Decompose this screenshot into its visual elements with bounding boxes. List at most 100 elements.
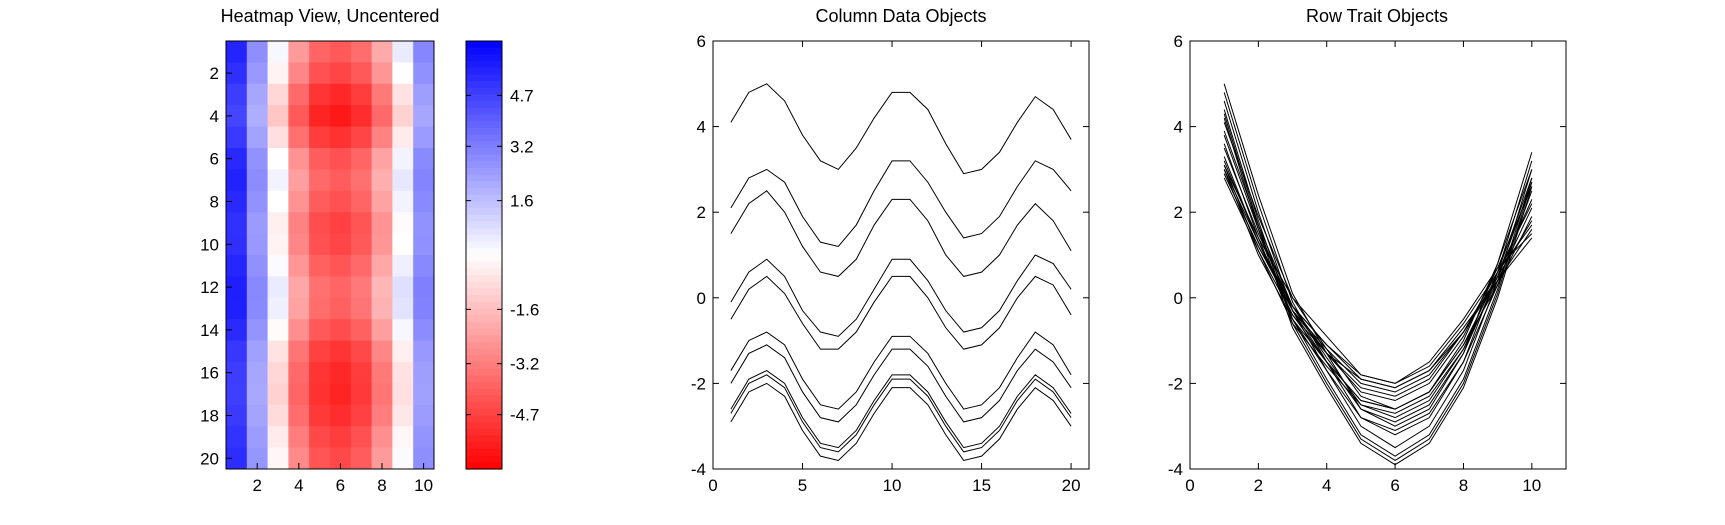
series-line	[1223, 164, 1533, 384]
colorbar-segment	[466, 388, 502, 397]
heatmap-cell	[413, 383, 435, 406]
heatmap-cell	[330, 255, 352, 277]
heatmap-cell	[330, 383, 352, 406]
heatmap-cell	[309, 404, 331, 427]
heatmap-cell	[246, 404, 269, 427]
heatmap-cells	[226, 41, 435, 470]
row-trait-ticks: 0 2 4 6 8 10 -4 -2 0 2 4 6	[1168, 32, 1566, 495]
heatmap-cell	[267, 83, 289, 106]
colorbar-frame	[465, 40, 503, 470]
heatmap-cell	[226, 297, 248, 320]
row-trait-title: Row Trait Objects	[1306, 6, 1448, 26]
heatmap-cell	[413, 105, 435, 128]
heatmap-cell	[267, 233, 289, 256]
heatmap-cell	[288, 383, 310, 406]
heatmap-colorbar: 4.7 3.2 1.6 -1.6 -3.2 -4.7	[465, 40, 539, 470]
x-tick-label: 6	[1390, 476, 1399, 495]
heatmap-cell	[267, 426, 289, 449]
colorbar-tick-label: -1.6	[510, 300, 539, 319]
heatmap-cell	[246, 41, 269, 63]
heatmap-cell	[371, 148, 393, 170]
heatmap-cell	[392, 190, 414, 213]
heatmap-cell	[371, 447, 393, 470]
heatmap-cell	[267, 276, 289, 299]
series-line	[730, 331, 1072, 410]
colorbar-segment	[466, 308, 502, 316]
heatmap-cell	[288, 426, 310, 449]
colorbar-segment	[466, 281, 502, 290]
heatmap-cell	[392, 105, 414, 128]
colorbar-segment	[466, 228, 502, 236]
colorbar-segment	[466, 81, 502, 89]
heatmap-cell	[350, 83, 373, 106]
heatmap-cell	[350, 447, 373, 470]
heatmap-cell	[330, 426, 352, 449]
heatmap-cell	[267, 41, 289, 63]
y-tick-label: 4	[697, 118, 706, 137]
y-tick-label: -2	[691, 374, 706, 393]
colorbar-segment	[466, 355, 502, 363]
heatmap-cell	[413, 41, 435, 63]
colorbar-segment	[466, 188, 502, 196]
x-tick-label: 8	[1459, 476, 1468, 495]
x-tick-label: 0	[708, 476, 717, 495]
heatmap-cell	[226, 83, 248, 106]
series-line	[730, 382, 1072, 462]
colorbar-segment	[466, 174, 502, 183]
heatmap-cell	[267, 169, 289, 192]
heatmap-cell	[288, 297, 310, 320]
y-tick-label: 4	[1174, 118, 1183, 137]
y-tick-label: 6	[1174, 32, 1183, 51]
heatmap-cell	[330, 169, 352, 192]
heatmap-cell	[309, 233, 331, 256]
colorbar-segment	[466, 221, 502, 229]
heatmap-cell	[288, 212, 310, 235]
heatmap-cell	[392, 83, 414, 106]
heatmap-cell	[246, 233, 269, 256]
heatmap-cell	[371, 83, 393, 106]
heatmap-cell	[350, 148, 373, 170]
heatmap-cell	[392, 340, 414, 363]
x-tick-label: 0	[1185, 476, 1194, 495]
heatmap-cell	[309, 41, 331, 63]
heatmap-cell	[350, 212, 373, 235]
heatmap-cell	[371, 41, 393, 63]
heatmap-cell	[371, 319, 393, 342]
heatmap-cell	[246, 362, 269, 384]
heatmap-cell	[413, 190, 435, 213]
colorbar-segment	[466, 435, 502, 443]
colorbar-segment	[466, 448, 502, 457]
series-line	[730, 369, 1072, 449]
heatmap-cell	[309, 340, 331, 363]
x-tick-label: 2	[1254, 476, 1263, 495]
heatmap-cell	[350, 426, 373, 449]
colorbar-segment	[466, 168, 502, 176]
heatmap-cell	[371, 255, 393, 277]
heatmap-cell	[309, 383, 331, 406]
heatmap-cell	[371, 169, 393, 192]
y-tick-label: 14	[200, 321, 219, 340]
heatmap-cell	[267, 383, 289, 406]
colorbar-segment	[466, 148, 502, 156]
heatmap-cell	[330, 340, 352, 363]
colorbar-segment	[466, 181, 502, 189]
colorbar-segment	[466, 288, 502, 296]
heatmap-cell	[371, 426, 393, 449]
colorbar-segment	[466, 134, 502, 142]
x-tick-label: 5	[798, 476, 807, 495]
heatmap-cell	[371, 126, 393, 149]
heatmap-cell	[330, 362, 352, 384]
heatmap-axes-frame	[225, 40, 435, 470]
heatmap-cell	[330, 404, 352, 427]
colorbar-segment	[466, 341, 502, 350]
colorbar-segment	[466, 295, 502, 303]
colorbar-segment	[466, 268, 502, 276]
colorbar-segment	[466, 127, 502, 136]
colorbar-segment	[466, 335, 502, 343]
heatmap-cell	[413, 297, 435, 320]
heatmap-cell	[309, 126, 331, 149]
heatmap-cell	[413, 426, 435, 449]
heatmap-cell	[309, 276, 331, 299]
colorbar-segment	[466, 455, 502, 463]
heatmap-cell	[226, 190, 248, 213]
